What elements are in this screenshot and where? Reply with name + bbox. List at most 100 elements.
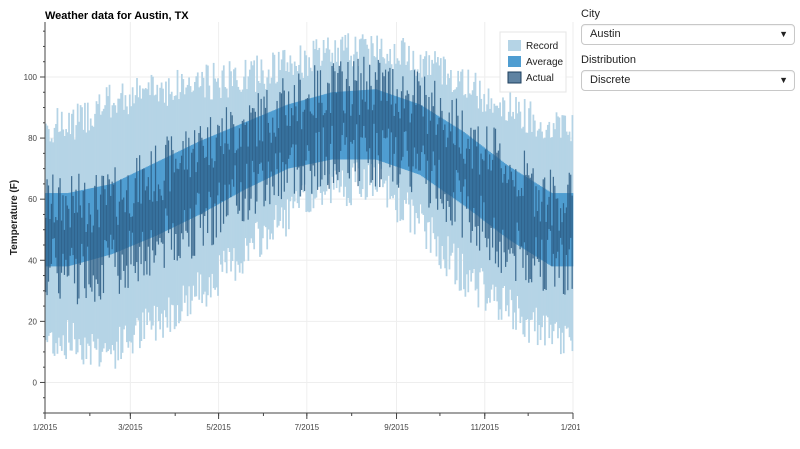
- actual-bar: [55, 217, 57, 258]
- actual-bar: [554, 185, 556, 287]
- actual-bar: [570, 174, 572, 238]
- actual-bar: [520, 187, 523, 247]
- actual-bar: [306, 98, 309, 146]
- actual-bar: [235, 150, 238, 206]
- actual-bar: [334, 71, 336, 165]
- actual-bar: [102, 175, 105, 294]
- y-tick-label: 100: [24, 73, 38, 82]
- actual-bar: [518, 190, 520, 231]
- actual-bar: [351, 104, 353, 144]
- actual-bar: [267, 122, 270, 162]
- average-bar: [322, 94, 325, 162]
- average-bar: [85, 189, 88, 262]
- actual-bar: [60, 220, 63, 273]
- x-tick-label: 7/2015: [295, 423, 320, 432]
- actual-bar: [332, 63, 335, 184]
- actual-bar: [299, 79, 301, 197]
- actual-bar: [481, 159, 484, 232]
- actual-bar: [217, 124, 219, 196]
- actual-bar: [376, 79, 378, 133]
- actual-bar: [231, 115, 233, 180]
- actual-bar: [295, 106, 297, 145]
- actual-bar: [214, 161, 216, 204]
- actual-bar: [144, 190, 147, 262]
- actual-bar: [98, 227, 100, 297]
- actual-bar: [405, 95, 407, 132]
- actual-bar: [276, 100, 278, 170]
- actual-bar: [421, 105, 423, 153]
- actual-bar: [85, 231, 87, 299]
- actual-bar: [539, 221, 541, 277]
- city-select[interactable]: Austin ▼: [581, 24, 795, 45]
- actual-bar: [45, 217, 47, 293]
- actual-bar: [92, 225, 94, 276]
- actual-bar: [386, 100, 388, 138]
- average-bar: [91, 188, 94, 260]
- legend-label: Actual: [526, 73, 554, 84]
- x-tick-label: 9/2015: [384, 423, 409, 432]
- actual-bar: [452, 143, 455, 193]
- weather-chart: Weather data for Austin, TX 0 20 40 60 80 100 1…: [9, 10, 580, 432]
- actual-bar: [228, 149, 230, 185]
- actual-bar: [133, 203, 135, 266]
- actual-bar: [370, 85, 372, 183]
- actual-bar: [95, 175, 97, 280]
- actual-bar: [565, 207, 567, 255]
- actual-bar: [225, 107, 228, 217]
- distribution-label: Distribution: [581, 54, 637, 66]
- distribution-select[interactable]: Discrete ▼: [581, 70, 795, 91]
- x-tick-label: 3/2015: [118, 423, 143, 432]
- actual-bar: [241, 120, 243, 222]
- controls-panel: City Austin ▼ Distribution Discrete ▼: [581, 8, 795, 100]
- actual-bar: [88, 203, 90, 285]
- actual-bar: [353, 61, 355, 140]
- actual-bar: [419, 85, 421, 171]
- actual-bar: [49, 219, 51, 268]
- actual-bar: [502, 182, 504, 230]
- actual-bar: [169, 191, 171, 230]
- actual-bar: [480, 153, 482, 196]
- average-bar: [342, 91, 345, 160]
- actual-bar: [243, 119, 245, 222]
- actual-bar: [110, 195, 112, 235]
- actual-bar: [244, 124, 246, 199]
- actual-bar: [458, 147, 460, 181]
- actual-bar: [78, 173, 80, 299]
- actual-bar: [207, 127, 209, 234]
- actual-bar: [224, 143, 226, 185]
- actual-bar: [322, 115, 324, 128]
- actual-bar: [89, 214, 92, 288]
- actual-bar: [124, 212, 126, 288]
- actual-bar: [435, 134, 437, 199]
- actual-bar: [114, 167, 116, 267]
- actual-bar: [111, 181, 113, 250]
- actual-bar: [127, 175, 129, 288]
- actual-bar: [68, 208, 70, 276]
- actual-bar: [191, 152, 193, 259]
- actual-bar: [63, 229, 66, 275]
- actual-bar: [189, 177, 191, 209]
- actual-bar: [246, 122, 248, 164]
- actual-bar: [467, 138, 469, 197]
- actual-bar: [170, 136, 173, 250]
- actual-bar: [302, 111, 304, 167]
- actual-bar: [301, 129, 303, 190]
- actual-bar: [46, 179, 48, 296]
- actual-bar: [461, 110, 463, 238]
- actual-bar: [451, 99, 453, 226]
- actual-bar: [290, 108, 293, 148]
- actual-bar: [289, 126, 291, 156]
- actual-bar: [314, 65, 316, 177]
- actual-bar: [152, 201, 154, 251]
- y-tick-label: 80: [28, 134, 37, 143]
- actual-bar: [439, 97, 442, 199]
- actual-bar: [345, 78, 348, 138]
- actual-bar: [137, 202, 139, 282]
- actual-bar: [108, 179, 110, 258]
- actual-bar: [112, 184, 115, 240]
- y-tick-label: 40: [28, 256, 37, 265]
- legend-swatch: [508, 56, 521, 67]
- chevron-down-icon: ▼: [779, 75, 788, 85]
- actual-bar: [561, 222, 563, 245]
- actual-bar: [434, 80, 436, 166]
